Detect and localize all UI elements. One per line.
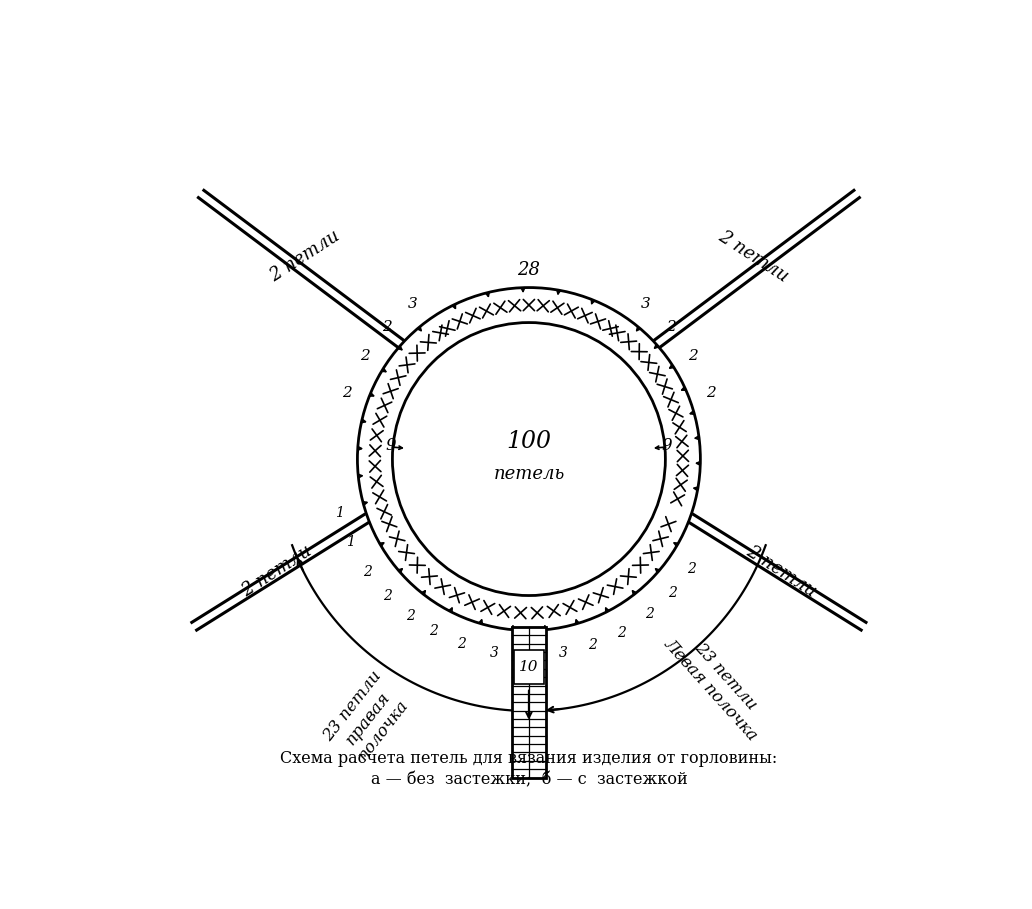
Text: 2: 2: [457, 637, 466, 651]
Text: 2: 2: [666, 320, 676, 334]
Text: 2: 2: [617, 625, 625, 640]
Text: 3: 3: [408, 297, 417, 311]
Text: 2: 2: [407, 609, 415, 624]
Text: 46: 46: [517, 634, 541, 652]
Text: 2 петли: 2 петли: [238, 542, 315, 600]
Text: 3: 3: [558, 645, 568, 660]
Text: 2: 2: [363, 564, 373, 579]
Text: 3: 3: [490, 645, 499, 660]
Text: а — без  застежки;  б — с  застежкой: а — без застежки; б — с застежкой: [370, 771, 687, 788]
Text: 100: 100: [507, 430, 551, 453]
Bar: [512, 627, 546, 777]
Text: 2: 2: [359, 349, 369, 364]
Text: 28: 28: [517, 261, 541, 279]
Text: 23 петли
правая
полочка: 23 петли правая полочка: [320, 667, 416, 768]
Text: 9: 9: [385, 436, 396, 454]
Text: 10: 10: [519, 660, 539, 674]
Text: 2: 2: [588, 638, 598, 652]
Bar: [512, 627, 546, 777]
Text: 2: 2: [669, 586, 677, 600]
Text: 2: 2: [688, 349, 699, 364]
Text: 2: 2: [342, 385, 352, 400]
Text: 2: 2: [429, 624, 438, 638]
Bar: [514, 650, 544, 684]
Text: 3: 3: [641, 297, 650, 311]
Text: 1: 1: [346, 535, 355, 549]
Text: петель: петель: [493, 465, 565, 484]
Text: 2 петли: 2 петли: [743, 542, 819, 600]
Text: 2 петли: 2 петли: [266, 227, 344, 285]
Text: 2: 2: [382, 320, 392, 334]
Text: Схема расчета петель для вязания изделия от горловины:: Схема расчета петель для вязания изделия…: [281, 750, 777, 767]
Text: 2 петли: 2 петли: [714, 227, 792, 285]
Text: 1: 1: [335, 506, 345, 520]
Text: 23 петли
Левая полочка: 23 петли Левая полочка: [660, 622, 775, 744]
Text: 2: 2: [383, 589, 392, 603]
Text: 9: 9: [662, 436, 673, 454]
Text: 2: 2: [646, 607, 654, 621]
Text: 2: 2: [687, 562, 697, 576]
Text: 2: 2: [706, 385, 716, 400]
